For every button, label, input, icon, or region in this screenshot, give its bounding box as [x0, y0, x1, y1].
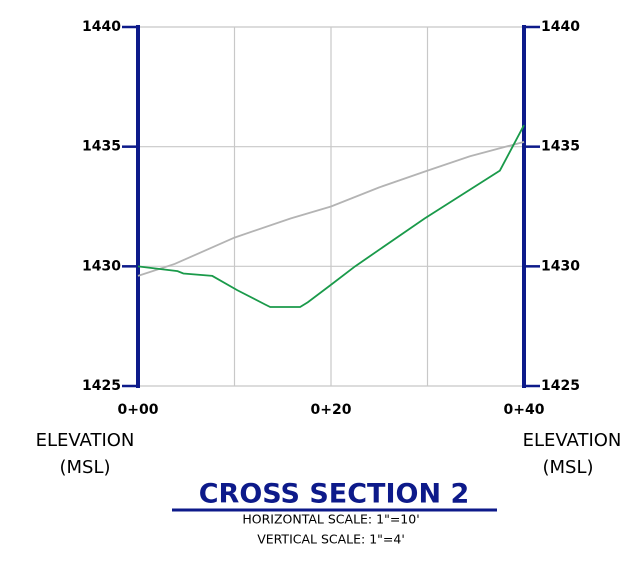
- y-label: (MSL): [59, 457, 110, 478]
- y-tick-label: 1425: [82, 378, 121, 394]
- series-line: [137, 124, 525, 308]
- x-tick-label: 0+20: [311, 402, 352, 418]
- y2-label: ELEVATION: [523, 430, 622, 451]
- x-tick-label: 0+00: [118, 402, 159, 418]
- y-tick-label: 1430: [82, 258, 121, 274]
- series-line: [137, 141, 525, 277]
- y2-label: (MSL): [542, 457, 593, 478]
- y2-tick-label: 1435: [541, 139, 580, 155]
- y2-tick-label: 1440: [541, 19, 580, 35]
- y-tick-label: 1440: [82, 19, 121, 35]
- x-tick-label: 0+40: [504, 402, 545, 418]
- subtitle: VERTICAL SCALE: 1"=4': [257, 532, 405, 547]
- y-label: ELEVATION: [36, 430, 135, 451]
- y-tick-label: 1435: [82, 139, 121, 155]
- y2-tick-label: 1430: [541, 258, 580, 274]
- chart-title: CROSS SECTION 2: [199, 479, 470, 510]
- subtitle: HORIZONTAL SCALE: 1"=10': [242, 512, 419, 527]
- y2-tick-label: 1425: [541, 378, 580, 394]
